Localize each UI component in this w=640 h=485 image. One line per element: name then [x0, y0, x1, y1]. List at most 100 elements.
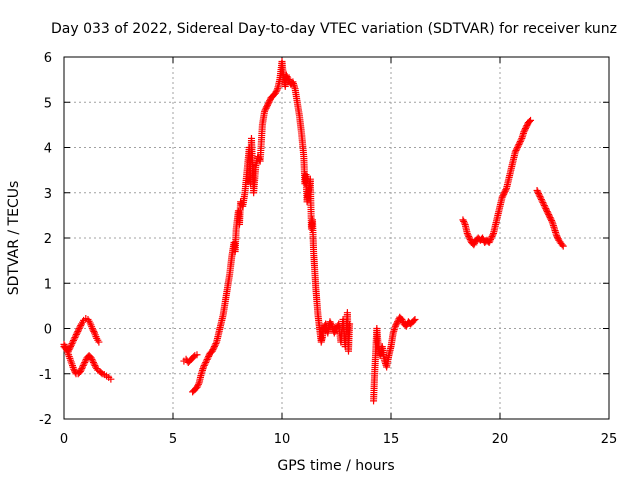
- data-segment-3: [189, 58, 327, 396]
- y-tick-label: -1: [39, 368, 52, 383]
- data-segment-5: [370, 313, 419, 405]
- data-point-plus: [90, 328, 98, 336]
- data-point-plus: [546, 214, 554, 222]
- data-point-plus: [537, 196, 545, 204]
- data-point-plus: [202, 358, 210, 366]
- x-tick-label: 25: [601, 432, 618, 447]
- y-tick-label: 5: [44, 96, 52, 111]
- data-point-plus: [77, 366, 85, 374]
- data-point-plus: [471, 239, 479, 247]
- data-point-plus: [271, 89, 279, 97]
- grid-layer: [64, 57, 609, 419]
- data-point-plus: [540, 202, 548, 210]
- data-point-plus: [487, 234, 495, 242]
- data-point-plus: [90, 360, 98, 368]
- y-tick-label: 6: [44, 51, 52, 66]
- data-point-plus: [79, 361, 87, 369]
- data-point-plus: [211, 341, 219, 349]
- data-point-plus: [263, 103, 271, 111]
- data-point-plus: [499, 192, 507, 200]
- data-point-plus: [547, 215, 555, 223]
- data-point-plus: [542, 205, 550, 213]
- y-axis-label: SDTVAR / TECUs: [6, 181, 22, 296]
- data-point-plus: [200, 361, 208, 369]
- data-point-plus: [470, 241, 478, 249]
- data-point-plus: [204, 354, 212, 362]
- data-point-plus: [466, 236, 474, 244]
- data-segment-1: [60, 340, 115, 383]
- data-point-plus: [488, 232, 496, 240]
- data-point-plus: [459, 216, 467, 224]
- data-point-plus: [263, 101, 271, 109]
- y-tick-label: 3: [44, 187, 52, 202]
- data-point-plus: [543, 208, 551, 216]
- data-point-plus: [87, 354, 95, 362]
- data-point-plus: [262, 104, 270, 112]
- data-point-plus: [89, 326, 97, 334]
- data-point-plus: [193, 351, 201, 359]
- y-tick-label: 4: [44, 142, 52, 157]
- data-point-plus: [273, 86, 281, 94]
- data-point-plus: [541, 203, 549, 211]
- data-point-plus: [78, 364, 86, 372]
- data-point-plus: [399, 317, 407, 325]
- data-point-plus: [71, 367, 79, 375]
- data-point-plus: [500, 190, 508, 198]
- data-point-plus: [465, 232, 473, 240]
- data-point-plus: [72, 332, 80, 340]
- data-point-plus: [73, 329, 81, 337]
- data-point-plus: [261, 107, 269, 115]
- data-point-plus: [60, 340, 68, 348]
- data-point-plus: [479, 234, 487, 242]
- data-point-plus: [513, 144, 521, 151]
- data-point-plus: [89, 357, 97, 365]
- data-point-plus: [489, 231, 497, 239]
- data-point-plus: [266, 97, 274, 105]
- data-point-plus: [465, 234, 473, 242]
- data-point-plus: [200, 363, 208, 371]
- data-point-plus: [88, 325, 96, 332]
- data-point-plus: [511, 148, 519, 156]
- data-point-plus: [202, 357, 210, 365]
- data-point-plus: [522, 123, 530, 131]
- data-point-plus: [327, 319, 335, 327]
- data-point-plus: [70, 365, 78, 373]
- data-point-plus: [61, 342, 69, 350]
- data-point-plus: [107, 375, 115, 383]
- data-point-plus: [75, 325, 83, 332]
- data-point-plus: [205, 352, 213, 360]
- data-point-plus: [81, 357, 89, 365]
- data-point-plus: [71, 334, 79, 342]
- data-point-plus: [517, 136, 525, 144]
- data-point-plus: [402, 322, 410, 330]
- x-tick-label: 10: [274, 432, 291, 447]
- tick-layer: 0 5 10 15 20 25 -2 -1 0 1 2 3 4 5 6: [39, 51, 617, 447]
- x-tick-label: 20: [492, 432, 509, 447]
- data-point-plus: [81, 358, 89, 366]
- data-point-plus: [212, 340, 220, 348]
- data-point-plus: [514, 142, 522, 150]
- data-point-plus: [553, 233, 561, 241]
- data-point-plus: [209, 346, 217, 354]
- x-axis-label: GPS time / hours: [277, 458, 394, 474]
- data-point-plus: [210, 344, 218, 352]
- data-point-plus: [544, 209, 552, 217]
- data-point-plus: [487, 236, 495, 244]
- x-tick-label: 0: [60, 432, 68, 447]
- data-point-plus: [69, 337, 77, 345]
- data-point-plus: [272, 88, 280, 96]
- data-point-plus: [62, 345, 70, 353]
- data-segment-6: [459, 116, 535, 249]
- data-point-plus: [89, 358, 97, 366]
- data-point-plus: [501, 187, 509, 195]
- data-point-plus: [210, 343, 218, 351]
- data-point-plus: [520, 128, 528, 136]
- data-point-plus: [193, 383, 201, 391]
- data-point-plus: [498, 193, 506, 201]
- data-point-plus: [500, 189, 508, 197]
- data-point-plus: [527, 116, 535, 124]
- data-point-plus: [392, 321, 400, 329]
- data-point-plus: [460, 219, 468, 227]
- data-point-plus: [394, 318, 402, 326]
